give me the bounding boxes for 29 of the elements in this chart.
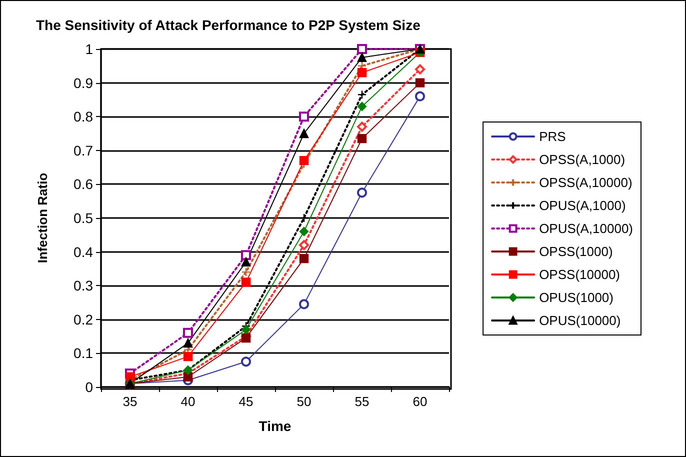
legend-label: OPSS(A,1000) [539,152,626,167]
y-tick-label: 0.4 [74,244,94,260]
legend-label: OPUS(10000) [539,313,621,328]
y-tick-label: 1 [85,41,94,57]
y-tick-label: 0.9 [74,74,94,91]
y-tick-label: 0 [85,379,94,395]
legend-label: OPUS(A,10000) [539,221,634,236]
legend-label: OPSS(1000) [539,244,613,259]
legend-label: OPSS(10000) [539,267,620,282]
y-tick-label: 0.7 [74,142,94,158]
y-tick-label: 0.5 [74,210,94,226]
y-tick-label: 0.3 [74,278,94,294]
x-tick-label: 50 [296,394,312,409]
x-tick-label: 35 [122,394,138,409]
legend-label: OPUS(A,1000) [539,198,626,213]
x-tick-label: 55 [354,394,370,409]
y-tick-label: 0.6 [74,176,94,192]
y-axis-title: Infection Ratio [35,172,50,264]
chart-title: The Sensitivity of Attack Performance to P2P System Size [36,17,421,33]
y-tick-label: 0.8 [74,108,94,125]
x-tick-label: 60 [412,394,428,409]
y-tick-label: 0.1 [74,345,94,362]
x-tick-label: 40 [180,394,196,409]
legend-label: OPUS(1000) [539,290,614,305]
y-tick-label: 0.2 [74,311,94,328]
x-axis-title: Time [258,418,292,434]
legend-label: OPSS(A,10000) [539,175,632,190]
x-tick-label: 45 [238,394,254,409]
legend-label: PRS [539,129,566,144]
